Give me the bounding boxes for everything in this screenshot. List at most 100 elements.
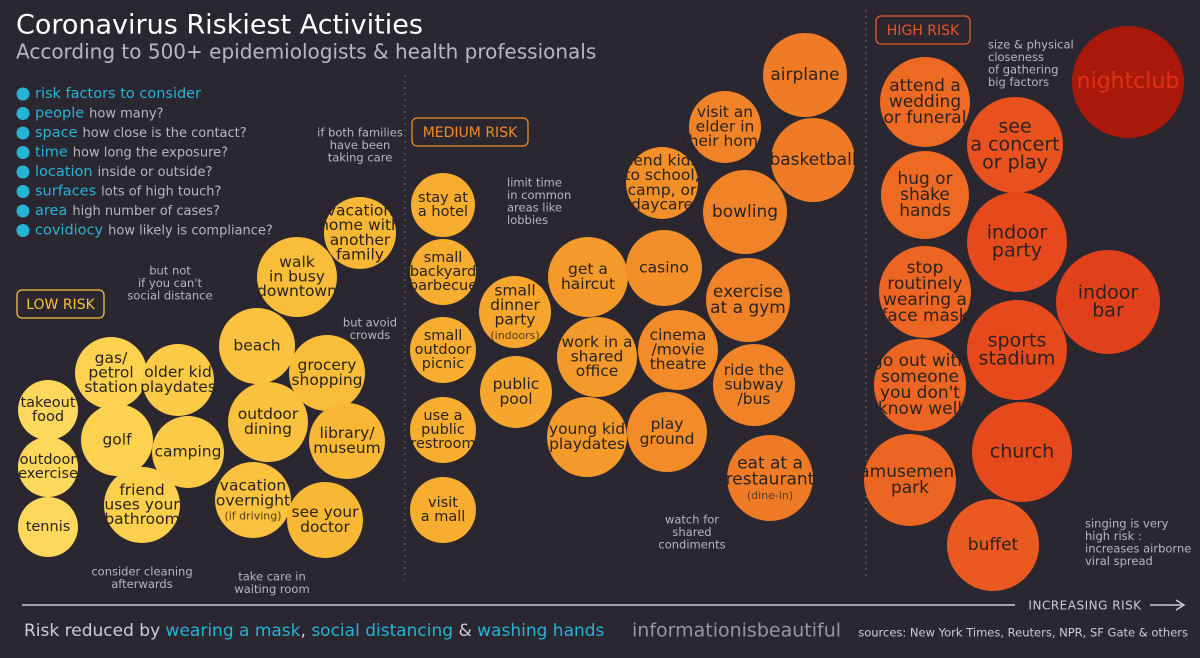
- activity-bubble: [18, 497, 78, 557]
- footer-highlight: washing hands: [477, 621, 604, 641]
- activity-bubble: [142, 344, 214, 416]
- activity-bubble: [967, 97, 1063, 193]
- activity-bubble: [763, 33, 847, 117]
- section-label-box: [875, 15, 971, 45]
- activity-label: small: [424, 250, 463, 266]
- risk-factors-heading: risk factors to consider: [35, 86, 201, 102]
- activity-label: buffet: [968, 535, 1019, 555]
- annotation: crowds: [350, 328, 391, 342]
- activity-label: wearing a: [883, 290, 967, 310]
- annotation: size & physical: [988, 38, 1074, 52]
- activity-label: a mall: [421, 509, 466, 525]
- activity-label: casino: [639, 259, 689, 277]
- activity-label: use a: [423, 408, 462, 424]
- risk-factor: covidiocy how likely is compliance?: [35, 223, 273, 239]
- arrow-head: [1175, 599, 1186, 611]
- activity-note: (indoors): [490, 329, 539, 342]
- activity-label: hug or: [897, 169, 952, 189]
- icon: [16, 107, 30, 120]
- activity-label: airplane: [770, 65, 839, 85]
- activity-bubble: [104, 467, 180, 543]
- activity-label: get a: [568, 260, 608, 278]
- activity-note: (if driving): [224, 510, 281, 523]
- risk-factor: space how close is the contact?: [35, 125, 247, 141]
- activity-bubble: [287, 482, 363, 558]
- activity-bubble: [627, 392, 707, 472]
- risk-factor-desc: how long the exposure?: [73, 145, 228, 160]
- annotation: areas like: [507, 201, 562, 215]
- annotation: closeness: [988, 50, 1044, 64]
- activity-label: petrol: [88, 364, 133, 382]
- activity-label: dining: [244, 420, 292, 438]
- activity-label: golf: [102, 431, 132, 449]
- footer-message: Risk reduced by wearing a mask, social d…: [24, 621, 605, 641]
- activity-label: eat at a: [737, 453, 803, 473]
- activity-label: nightclub: [1077, 69, 1180, 94]
- activity-label: or funeral: [884, 108, 967, 128]
- risk-factor: location inside or outside?: [35, 164, 212, 180]
- activity-label: station: [84, 378, 137, 396]
- activity-bubble: [967, 300, 1067, 400]
- activity-label: wedding: [889, 92, 961, 112]
- activity-label: party: [992, 240, 1042, 262]
- activity-bubble: [626, 230, 702, 306]
- activity-bubble: [75, 337, 147, 409]
- activity-bubble: [713, 344, 795, 426]
- annotation: shared: [672, 525, 711, 539]
- activity-bubble: [219, 308, 295, 384]
- annotation: but not: [149, 264, 191, 278]
- activity-label: face mask: [881, 306, 968, 326]
- activity-label: daycare: [631, 196, 693, 214]
- risk-factor-desc: how many?: [89, 106, 163, 121]
- activity-bubble: [289, 335, 365, 411]
- risk-factor: people how many?: [35, 106, 164, 122]
- risk-factor-desc: lots of high touch?: [101, 184, 221, 199]
- activity-bubble: [228, 382, 308, 462]
- risk-factor-desc: high number of cases?: [72, 204, 220, 219]
- activity-label: indoor: [987, 221, 1048, 243]
- activity-note: (dine-in): [747, 489, 793, 502]
- risk-factor: area high number of cases?: [35, 203, 220, 219]
- content: risk factors to consider people how many? s…: [16, 15, 1191, 642]
- activity-label: takeout: [20, 395, 75, 411]
- annotation: condiments: [658, 538, 725, 552]
- activity-label: someone: [881, 367, 959, 387]
- activity-bubble: [548, 237, 628, 317]
- activity-bubble: [727, 435, 813, 521]
- activity-label: restaurant: [726, 470, 815, 490]
- activity-label: visit an: [697, 103, 753, 121]
- annotation: of gathering: [988, 63, 1058, 77]
- activity-label: library/: [319, 424, 375, 442]
- section-label: HIGH RISK: [887, 23, 960, 39]
- activity-bubble: [479, 276, 551, 348]
- activity-label: public: [493, 375, 540, 393]
- activity-label: bathroom: [104, 510, 179, 528]
- activity-bubble: [410, 239, 476, 305]
- footer-text: Risk reduced by: [24, 621, 166, 641]
- activity-label: home with: [319, 216, 401, 234]
- activity-bubble: [703, 170, 787, 254]
- activity-label: you don't: [880, 383, 960, 403]
- activity-label: dinner: [490, 296, 540, 314]
- activity-label: outdoor: [415, 342, 472, 358]
- risk-factor-term: location: [35, 164, 93, 180]
- activity-label: stadium: [979, 348, 1056, 370]
- activity-label: stay at: [418, 190, 468, 206]
- activity-label: office: [576, 362, 619, 380]
- annotation: viral spread: [1085, 554, 1153, 568]
- activity-bubble: [638, 310, 718, 390]
- activity-label: haircut: [561, 275, 615, 293]
- activity-label: indoor: [1078, 281, 1139, 303]
- annotation: increases airborne: [1085, 542, 1191, 556]
- activity-bubble: [864, 434, 956, 526]
- activity-label: shopping: [291, 371, 362, 389]
- annotation: have been: [330, 138, 391, 152]
- section-label-box: [411, 117, 529, 147]
- activity-label: older kid: [144, 363, 212, 381]
- activity-bubble: [152, 416, 224, 488]
- section-label: LOW RISK: [26, 297, 95, 313]
- activity-bubble: [626, 147, 698, 219]
- activity-bubble: [309, 403, 385, 479]
- annotation: lobbies: [507, 213, 548, 227]
